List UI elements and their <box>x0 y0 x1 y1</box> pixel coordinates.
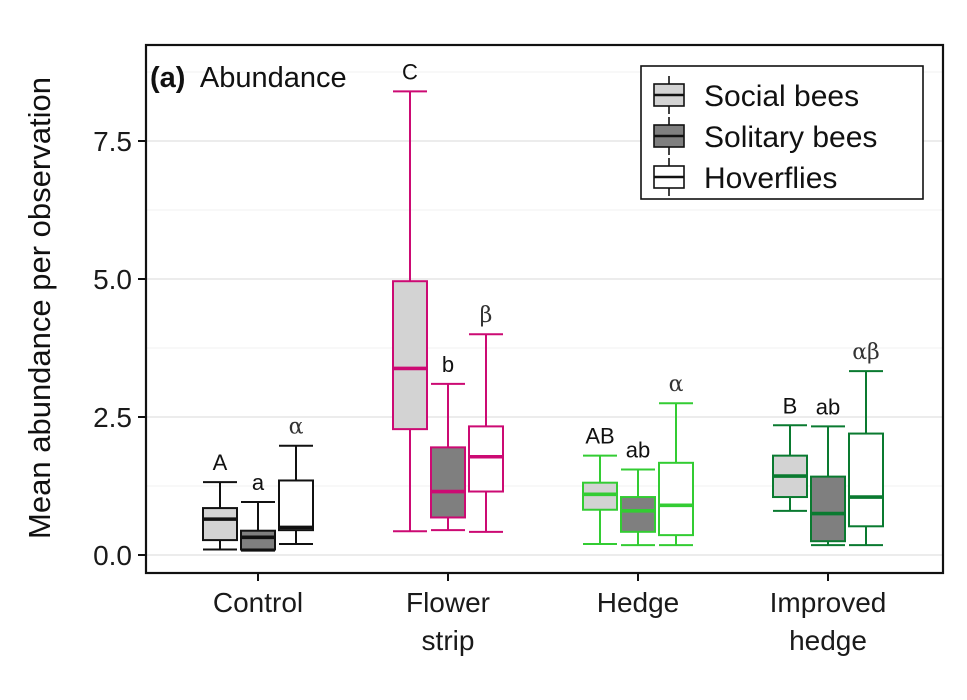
iqr-box <box>810 475 846 543</box>
y-axis-label: Mean abundance per observation <box>22 77 57 539</box>
box-social-bees: AB <box>582 424 618 545</box>
box-hoverflies: α <box>278 415 314 545</box>
significance-letter: α <box>669 372 684 397</box>
significance-letter: B <box>783 393 798 418</box>
y-tick-label: 2.5 <box>93 402 132 433</box>
box-solitary-bees: ab <box>810 394 846 547</box>
legend-label: Hoverflies <box>704 162 837 195</box>
box-hoverflies: αβ <box>848 340 884 547</box>
group-hedge: AB ab α <box>582 372 694 547</box>
y-tick-label: 7.5 <box>93 126 132 157</box>
legend-frame <box>640 65 924 200</box>
box-social-bees: C <box>392 59 428 533</box>
box-solitary-bees: b <box>430 352 466 532</box>
significance-letter: ab <box>816 394 840 419</box>
iqr-box <box>658 461 694 537</box>
legend-key-solitary-bees <box>653 117 685 155</box>
significance-letter: AB <box>585 424 614 449</box>
x-tick-label: Control <box>213 587 303 618</box>
box-social-bees: A <box>202 450 238 551</box>
significance-letter: b <box>442 352 454 377</box>
significance-letter: A <box>213 450 228 475</box>
significance-letter: αβ <box>852 340 880 365</box>
panel-title: (a) Abundance <box>150 62 347 94</box>
box-hoverflies: α <box>658 372 694 547</box>
legend: Social bees Solitary bees Hoverflies <box>640 65 924 200</box>
legend-key-hoverflies <box>653 158 685 196</box>
iqr-box <box>582 481 618 511</box>
iqr-box <box>202 507 238 542</box>
x-tick-label: strip <box>422 625 475 656</box>
panel-title-text: Abundance <box>200 62 347 94</box>
significance-letter: ab <box>626 437 650 462</box>
y-tick-label: 5.0 <box>93 264 132 295</box>
panel-tag: (a) <box>150 62 185 94</box>
iqr-box <box>468 425 504 493</box>
box-social-bees: B <box>772 393 808 512</box>
iqr-box <box>278 479 314 532</box>
group-control: Aa α <box>202 415 314 552</box>
significance-letter: β <box>480 303 493 328</box>
iqr-box <box>392 280 428 431</box>
legend-label: Solitary bees <box>704 121 877 154</box>
boxplot-marks: Aa α Cb β AB ab α B ab αβ <box>202 59 884 552</box>
box-solitary-bees: a <box>240 470 276 552</box>
axes: 0.0 2.5 5.0 7.5 Control Flower strip Hedge Impro… <box>93 126 886 656</box>
significance-letter: a <box>252 470 265 495</box>
group-flower-strip: Cb β <box>392 59 504 533</box>
y-tick-label: 0.0 <box>93 540 132 571</box>
iqr-box <box>620 496 656 533</box>
legend-label: Social bees <box>704 80 859 113</box>
x-tick-label: hedge <box>789 625 867 656</box>
significance-letter: C <box>402 59 418 84</box>
x-tick-label: Hedge <box>597 587 680 618</box>
significance-letter: α <box>289 415 304 440</box>
iqr-box <box>430 446 466 519</box>
x-tick-label: Improved <box>770 587 887 618</box>
box-solitary-bees: ab <box>620 437 656 547</box>
plot-frame <box>144 43 945 575</box>
box-hoverflies: β <box>468 303 504 533</box>
iqr-box <box>240 529 276 551</box>
x-tick-label: Flower <box>406 587 490 618</box>
iqr-box <box>848 432 884 528</box>
legend-key-social-bees <box>653 76 685 114</box>
